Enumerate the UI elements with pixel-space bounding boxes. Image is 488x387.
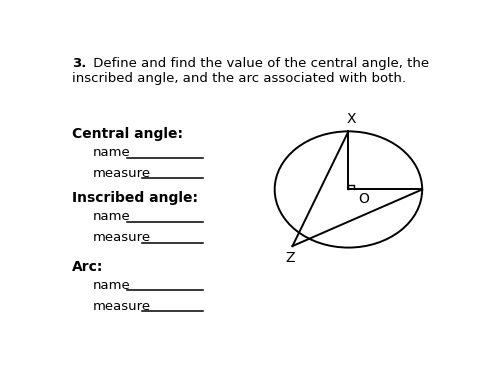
Text: measure: measure bbox=[93, 167, 151, 180]
Text: X: X bbox=[346, 112, 356, 126]
Text: name: name bbox=[93, 146, 131, 159]
Text: Central angle:: Central angle: bbox=[72, 127, 183, 141]
Text: Arc:: Arc: bbox=[72, 260, 104, 274]
Text: measure: measure bbox=[93, 300, 151, 313]
Text: O: O bbox=[358, 192, 369, 206]
Text: Z: Z bbox=[286, 250, 295, 265]
Text: measure: measure bbox=[93, 231, 151, 244]
Text: name: name bbox=[93, 211, 131, 223]
Text: Inscribed angle:: Inscribed angle: bbox=[72, 191, 198, 205]
Text: name: name bbox=[93, 279, 131, 292]
Text: inscribed angle, and the arc associated with both.: inscribed angle, and the arc associated … bbox=[72, 72, 407, 85]
Text: Define and find the value of the central angle, the: Define and find the value of the central… bbox=[89, 57, 429, 70]
Text: 3.: 3. bbox=[72, 57, 87, 70]
